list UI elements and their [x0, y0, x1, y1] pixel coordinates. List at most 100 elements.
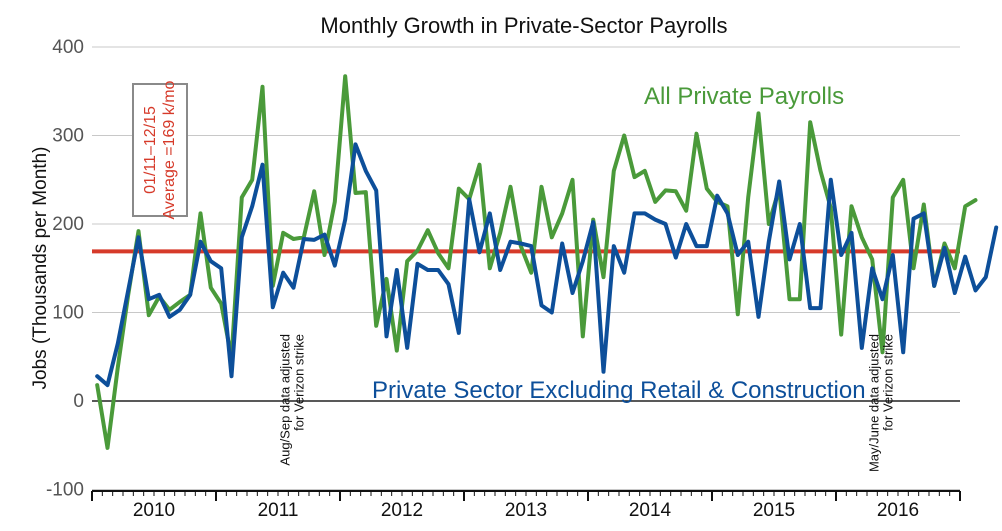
series-1-point — [757, 111, 760, 115]
series-2-point — [529, 244, 533, 248]
series-2-point — [240, 235, 244, 239]
series-2-point — [457, 331, 461, 335]
series-2-point — [912, 217, 915, 221]
series-2-point — [633, 211, 636, 215]
series-2-point — [674, 256, 678, 260]
series-1-point — [416, 249, 419, 253]
annotation-1-line2: for Verizon strike — [292, 334, 307, 431]
x-tick-label: 2013 — [505, 500, 547, 521]
series-1-point — [219, 302, 223, 306]
series-2-point — [323, 233, 326, 237]
series-2-point — [891, 253, 895, 257]
series-1-point — [808, 120, 812, 124]
series-2-point — [591, 220, 595, 224]
series-2-point — [416, 262, 419, 266]
y-axis-ticks: 400 300 200 100 0 -100 — [46, 37, 84, 501]
series-1-point — [529, 271, 533, 275]
series-2-point — [209, 259, 213, 263]
series-1-point — [343, 74, 347, 78]
series-2-point — [436, 268, 440, 272]
series-1-point — [736, 312, 740, 316]
series-1-point — [312, 189, 316, 193]
series-2-point — [312, 238, 316, 242]
series-2-point — [261, 163, 264, 167]
series-1-point — [333, 200, 337, 204]
series-1-point — [571, 178, 574, 182]
series-2-point — [622, 271, 626, 275]
series-1-point — [95, 383, 99, 387]
series-1-point — [405, 259, 409, 263]
series-2-point — [292, 286, 295, 290]
series-2-point — [788, 257, 791, 261]
series-2-point — [250, 204, 254, 208]
annotations: Aug/Sep data adjusted for Verizon strike M… — [278, 334, 896, 472]
average-label-box — [132, 83, 188, 217]
series-2-point — [881, 297, 884, 301]
series-1-point — [922, 203, 926, 206]
series-1-point — [250, 178, 254, 182]
series-1-point — [116, 365, 120, 369]
series-2-point — [126, 288, 130, 292]
series-1-point — [426, 228, 430, 232]
series-2-point — [560, 242, 564, 245]
series-1-point — [664, 188, 667, 192]
series-1-point — [488, 266, 492, 270]
series-2-point — [395, 268, 399, 272]
x-tick-label: 2015 — [753, 500, 795, 521]
series-2-point — [705, 244, 709, 248]
series-1-point — [767, 222, 771, 226]
series-2-point — [963, 255, 967, 259]
series-2-point — [95, 374, 99, 378]
series-2-point — [860, 346, 864, 350]
series-2-point — [385, 334, 388, 338]
series-2-point — [984, 275, 988, 279]
series-1-point — [974, 198, 977, 202]
series-2-point — [426, 268, 430, 272]
series-1-point — [870, 257, 874, 261]
series-2-point — [219, 266, 223, 270]
series-2-point — [302, 237, 306, 241]
series-2-point — [994, 226, 998, 229]
series-2-point — [488, 211, 492, 215]
series-1-point — [674, 189, 678, 193]
series-1-point — [436, 251, 440, 255]
y-tick-label: 200 — [52, 214, 84, 235]
x-tick-label: 2014 — [629, 500, 672, 521]
series-2-point — [405, 346, 409, 350]
series-2-point — [364, 169, 368, 173]
series-1-point — [684, 209, 688, 213]
y-tick-label: 0 — [73, 391, 84, 412]
series-2-point — [798, 222, 802, 226]
series-1-point — [622, 134, 626, 137]
series-label-excluding-retail-construction: Private Sector Excluding Retail & Constr… — [372, 377, 866, 404]
series-2-point — [374, 188, 378, 192]
x-tick-label: 2012 — [381, 500, 423, 521]
x-tick-label: 2010 — [133, 500, 175, 521]
series-2-point — [819, 306, 822, 310]
series-2-point — [746, 240, 750, 244]
series-2-point — [612, 244, 616, 248]
series-2-point — [726, 211, 729, 215]
series-1-point — [901, 178, 905, 182]
series-1-point — [447, 266, 450, 270]
series-1-point — [798, 297, 802, 301]
series-2-point — [509, 240, 512, 244]
x-tick-label: 2011 — [258, 500, 299, 521]
x-tick-label: 2016 — [877, 500, 919, 521]
series-2-point — [550, 311, 554, 314]
series-2-point — [498, 268, 502, 272]
series-1-point — [498, 231, 502, 235]
series-1-point — [323, 253, 326, 257]
series-1-point — [963, 204, 967, 208]
series-1-point — [281, 231, 285, 235]
series-1-point — [292, 237, 295, 241]
series-1-point — [147, 313, 151, 317]
series-2-point — [684, 222, 688, 226]
series-2-point — [188, 293, 192, 297]
y-tick-label: 100 — [52, 303, 84, 324]
series-1-point — [106, 446, 109, 450]
series-1-point — [602, 275, 605, 279]
series-2-point — [168, 315, 171, 319]
series-2-point — [901, 350, 905, 354]
series-1-point — [819, 169, 822, 173]
